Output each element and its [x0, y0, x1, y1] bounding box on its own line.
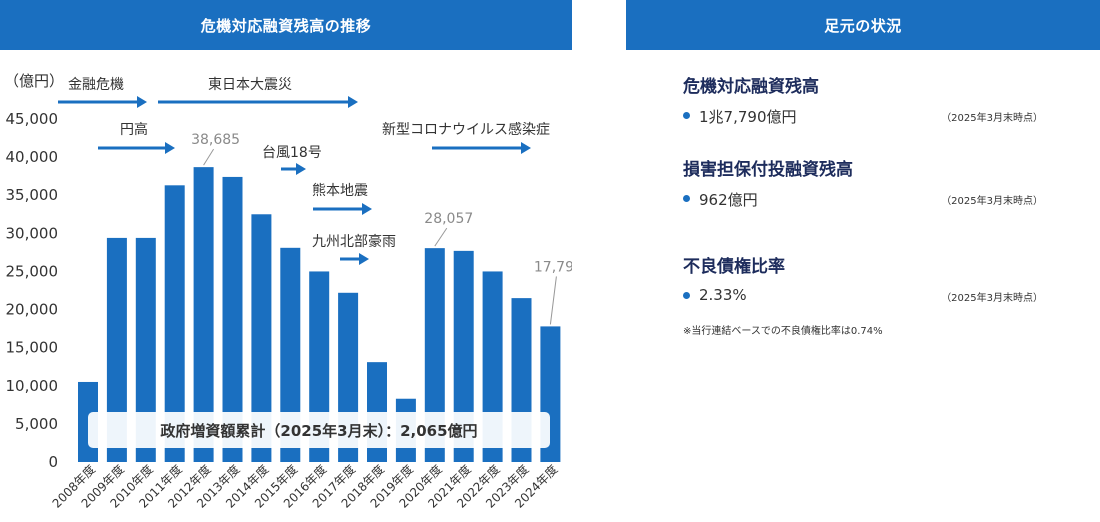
footnote: ※当行連結ベースでの不良債権比率は0.74%	[683, 326, 883, 337]
value-label: 28,057	[424, 211, 473, 227]
status-note: （2025年3月末時点）	[941, 196, 1043, 207]
status-note: （2025年3月末時点）	[941, 293, 1043, 304]
chart-header: 危機対応融資残高の推移	[0, 0, 572, 50]
event-label: 金融危機	[68, 77, 124, 93]
y-tick-label: 20,000	[6, 301, 59, 319]
y-tick-label: 25,000	[6, 262, 59, 280]
status-value: 962億円	[699, 191, 758, 209]
arrow-right-icon	[348, 96, 358, 108]
bar-2012年度	[193, 167, 214, 462]
bullet-icon	[683, 195, 690, 202]
bullet-icon	[683, 112, 690, 119]
annotation-box	[88, 412, 550, 448]
y-tick-label: 15,000	[6, 339, 59, 357]
leader-line	[203, 148, 215, 166]
event-label: 九州北部豪雨	[312, 234, 396, 250]
y-axis-unit-label: （億円）	[4, 72, 64, 90]
arrow-right-icon	[362, 203, 372, 215]
arrow-right-icon	[137, 96, 147, 108]
arrow-right-icon	[296, 163, 306, 175]
government-capital-annotation: 政府増資額累計（2025年3月末）：2,065億円	[160, 422, 477, 440]
status-row-npl: 2.33% （2025年3月末時点）	[683, 286, 1043, 308]
event-label: 東日本大震災	[208, 77, 292, 93]
y-tick-label: 10,000	[6, 377, 59, 395]
event-label: 熊本地震	[312, 183, 368, 199]
y-tick-label: 35,000	[6, 186, 59, 204]
y-tick-label: 0	[48, 453, 58, 471]
status-title-guarantee: 損害担保付投融資残高	[683, 160, 853, 180]
arrow-right-icon	[165, 142, 175, 154]
y-tick-label: 30,000	[6, 224, 59, 242]
bullet-icon	[683, 292, 690, 299]
y-tick-label: 5,000	[15, 415, 58, 433]
leader-line	[434, 227, 448, 247]
status-row-guarantee: 962億円 （2025年3月末時点）	[683, 189, 1043, 211]
arrow-right-icon	[359, 253, 369, 265]
value-label: 17,790	[534, 259, 572, 275]
event-label: 台風18号	[262, 145, 322, 161]
leader-line	[549, 276, 557, 325]
bar-2021年度	[453, 250, 474, 462]
status-title-npl: 不良債権比率	[683, 257, 785, 277]
status-title-crisis-loans: 危機対応融資残高	[683, 77, 819, 97]
event-label: 新型コロナウイルス感染症	[382, 121, 550, 138]
status-value: 1兆7,790億円	[699, 108, 797, 126]
loan-balance-chart: 金融危機 東日本大震災円高台風18号熊本地震九州北部豪雨新型コロナウイルス感染症 …	[4, 72, 572, 511]
bar-2020年度	[424, 248, 445, 462]
bar-2010年度	[135, 237, 156, 462]
event-label: 円高	[120, 121, 148, 138]
bar-2015年度	[280, 247, 301, 462]
status-note: （2025年3月末時点）	[941, 113, 1043, 124]
status-row-crisis-loans: 1兆7,790億円 （2025年3月末時点）	[683, 106, 1043, 128]
y-tick-label: 45,000	[6, 110, 59, 128]
bar-2014年度	[251, 214, 272, 462]
status-header: 足元の状況	[626, 0, 1100, 50]
value-label: 38,685	[191, 132, 240, 148]
bar-2009年度	[106, 237, 127, 462]
bar-2011年度	[164, 185, 185, 462]
y-tick-label: 40,000	[6, 148, 59, 166]
status-value: 2.33%	[699, 286, 747, 304]
bar-2013年度	[222, 176, 243, 462]
arrow-right-icon	[521, 142, 531, 154]
